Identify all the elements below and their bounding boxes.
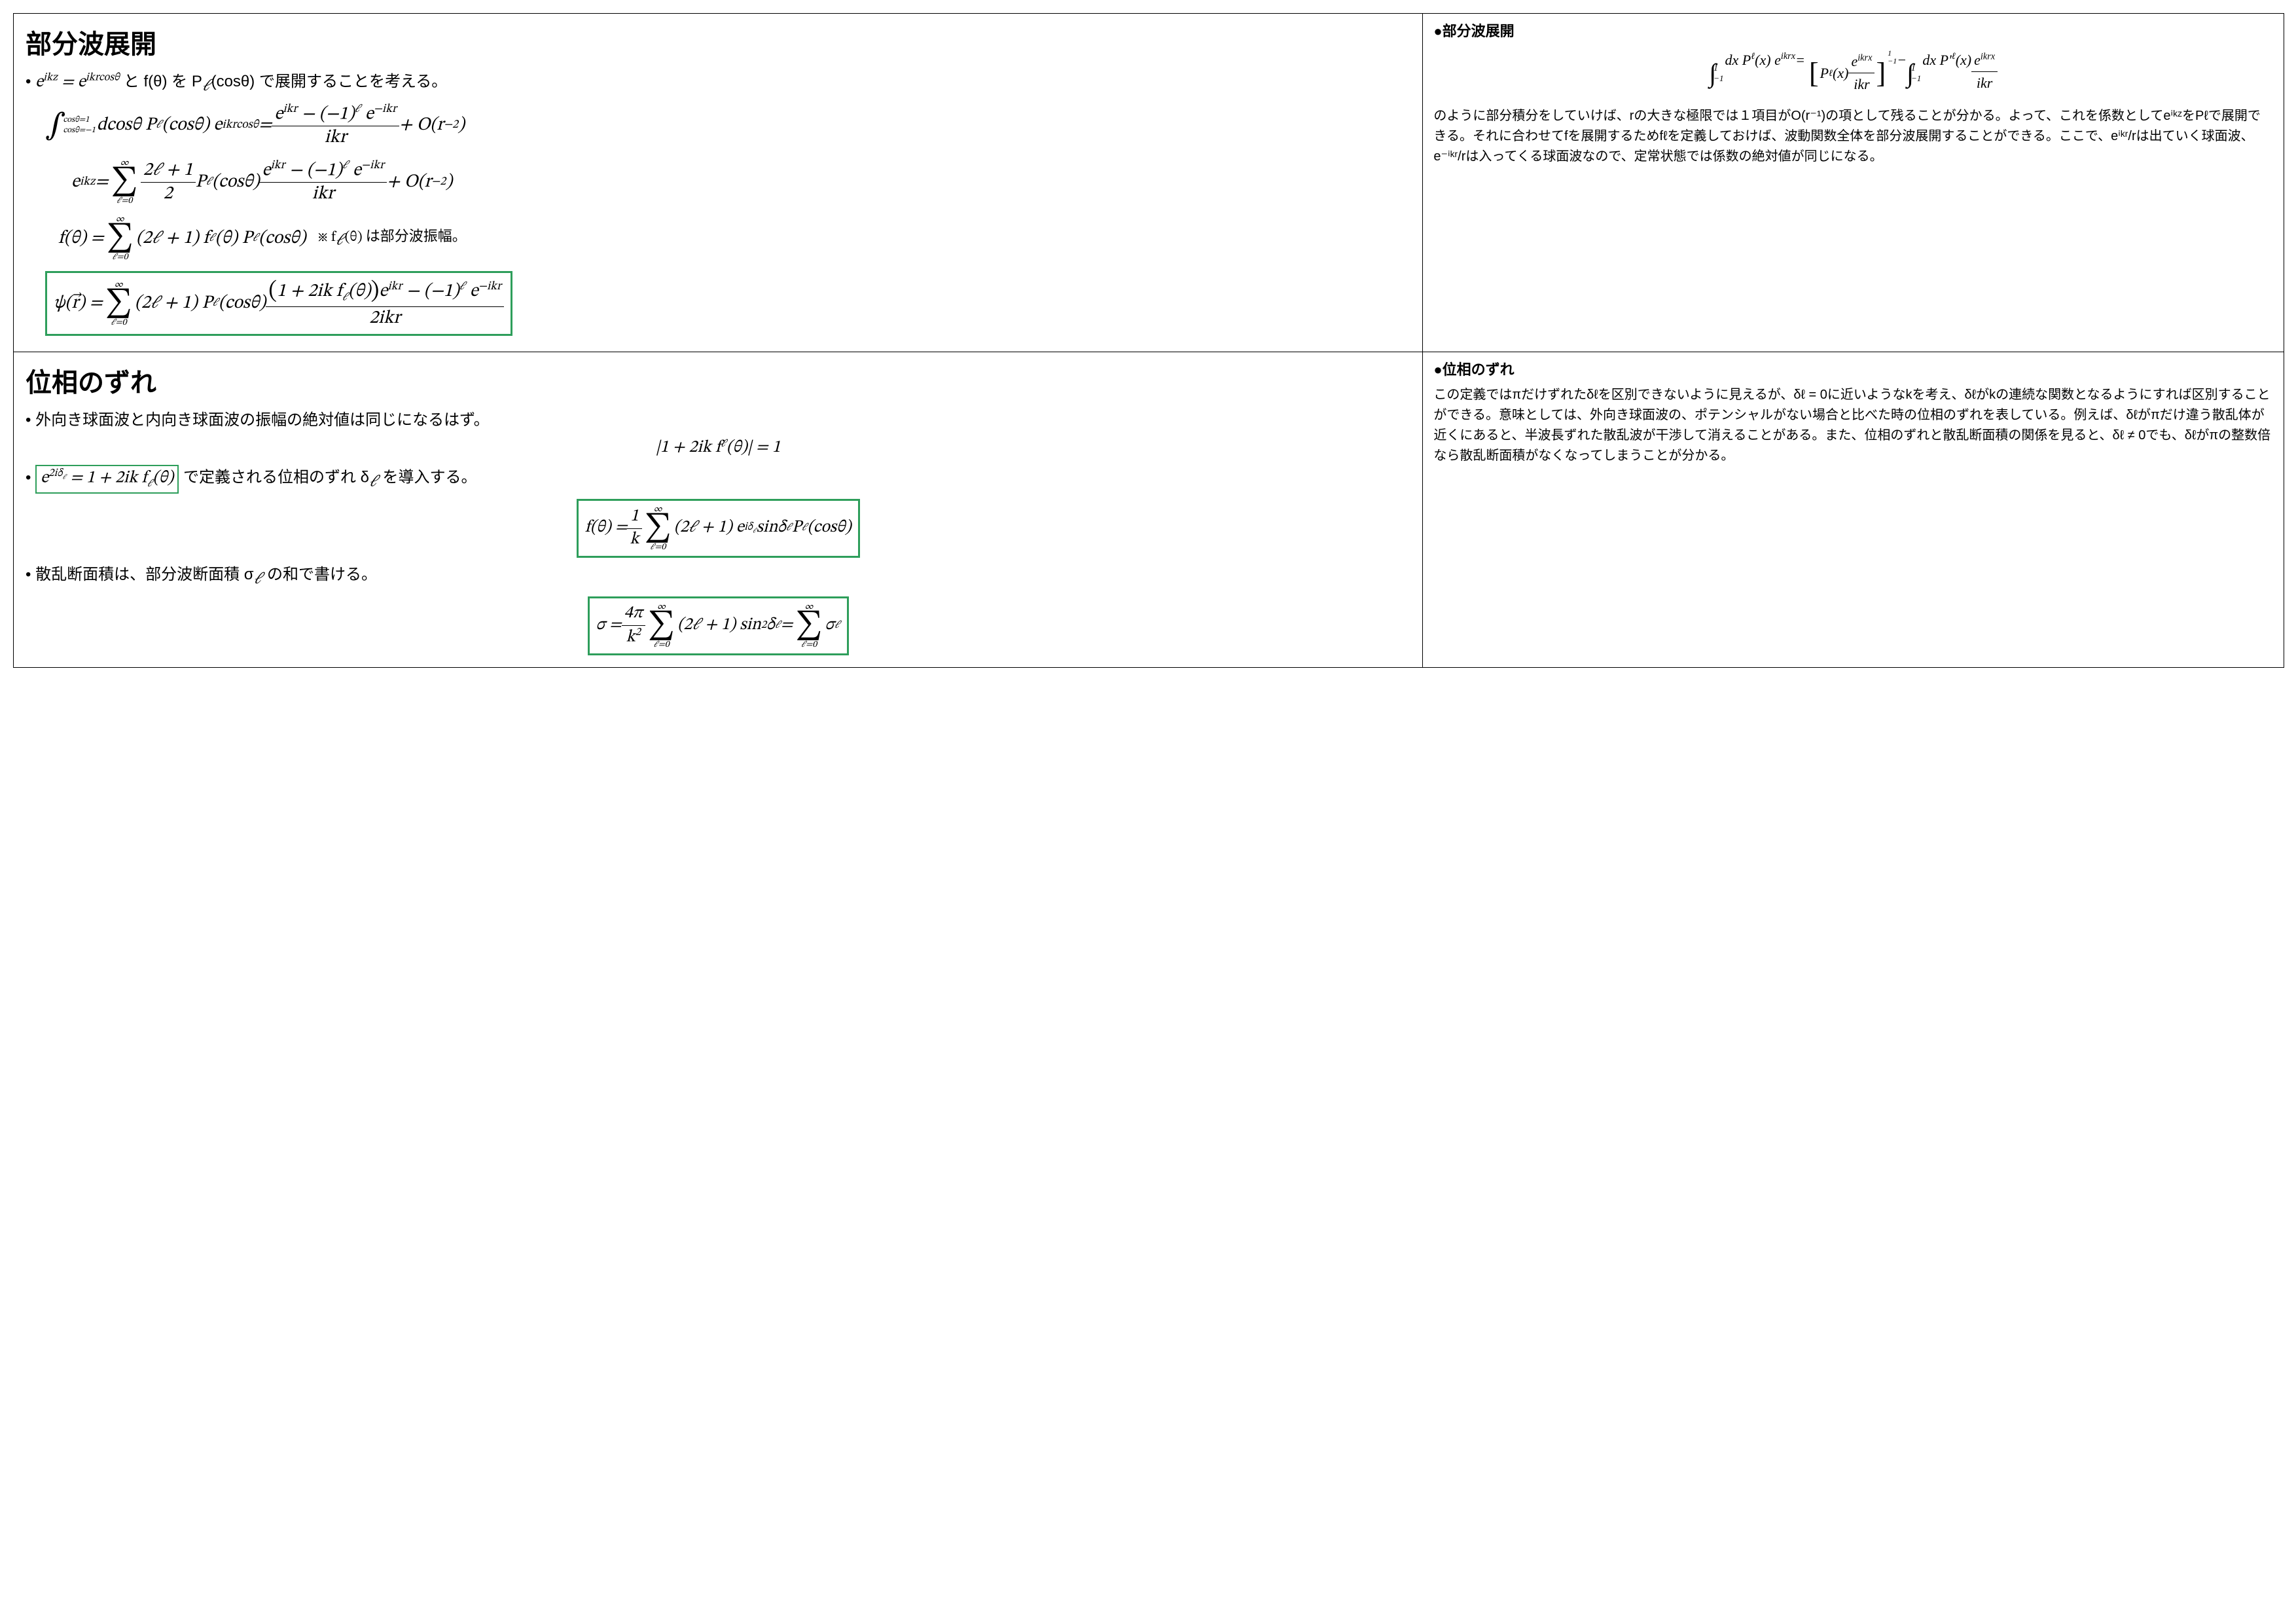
left-panel-1: 部分波展開 eikz = eikrcosθ と f(θ) を Pℓ(cosθ) … (14, 14, 1423, 352)
s1-box-eq: ψ(r⃗) = ∞∑ℓ=0 (2ℓ + 1) Pℓ(cosθ) 1 + 2ik … (45, 271, 1410, 336)
r1-text: のように部分積分をしていけば、rの大きな極限では１項目がO(r⁻¹)の項として残… (1433, 106, 2273, 167)
r1-eq: ∫1−1 dx Pℓ(x) eikrx = Pℓ(x) eikrxikr 1−1… (1433, 49, 2273, 97)
s2-box2: f(θ) = 1k ∞∑ℓ=0 (2ℓ + 1) eiδℓ sinδℓ Pℓ(c… (26, 499, 1410, 558)
r2-head: ●位相のずれ (1433, 359, 2273, 381)
section1-title: 部分波展開 (26, 23, 1410, 61)
s2-box3: σ = 4πk2 ∞∑ℓ=0 (2ℓ + 1) sin2 δℓ = ∞∑ℓ=0 … (26, 596, 1410, 655)
s1-eq3: f(θ) = ∞∑ℓ=0 (2ℓ + 1) fℓ(θ) Pℓ(cosθ) ※ f… (58, 215, 1410, 262)
s2-bullet3: 散乱断面積は、部分波断面積 σℓ の和で書ける。 (26, 563, 1410, 591)
section2-title: 位相のずれ (26, 361, 1410, 399)
row-phase-shift: 位相のずれ 外向き球面波と内向き球面波の振幅の絶対値は同じになるはず。 |1 +… (14, 352, 2284, 667)
right-panel-1: ●部分波展開 ∫1−1 dx Pℓ(x) eikrx = Pℓ(x) eikrx… (1423, 14, 2284, 352)
left-panel-2: 位相のずれ 外向き球面波と内向き球面波の振幅の絶対値は同じになるはず。 |1 +… (14, 352, 1423, 667)
right-panel-2: ●位相のずれ この定義ではπだけずれたδℓを区別できないように見えるが、δℓ =… (1423, 352, 2284, 667)
r1-head: ●部分波展開 (1433, 20, 2273, 43)
r2-text: この定義ではπだけずれたδℓを区別できないように見えるが、δℓ = 0に近いよう… (1433, 385, 2273, 466)
s1-eq1: ∫cosθ=1cosθ=−1 dcosθ Pℓ(cosθ) eikrcosθ =… (45, 102, 1410, 149)
s2-bullet2: e2iδℓ = 1 + 2ik fℓ(θ) で定義される位相のずれ δℓ を導入… (26, 465, 1410, 494)
s1-eq2: eikz = ∞∑ℓ=0 2ℓ + 12 Pℓ(cosθ) eikr − (−1… (71, 158, 1410, 206)
row-partial-wave: 部分波展開 eikz = eikrcosθ と f(θ) を Pℓ(cosθ) … (14, 14, 2284, 352)
s2-bullet1: 外向き球面波と内向き球面波の振幅の絶対値は同じになるはず。 (26, 409, 1410, 432)
s2-eq1: |1 + 2ik fℓ(θ)| = 1 (26, 437, 1410, 460)
s1-bullet1: eikz = eikrcosθ と f(θ) を Pℓ(cosθ) で展開するこ… (26, 70, 1410, 98)
content-table: 部分波展開 eikz = eikrcosθ と f(θ) を Pℓ(cosθ) … (13, 13, 2284, 668)
